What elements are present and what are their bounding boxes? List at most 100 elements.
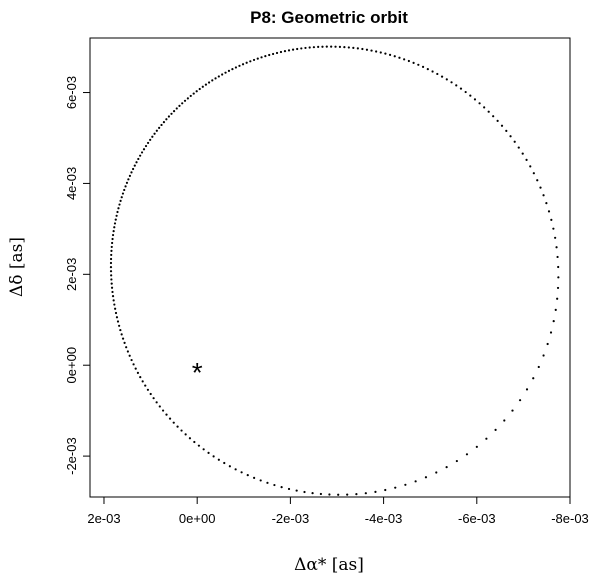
orbit-point: [532, 377, 535, 380]
orbit-point: [328, 493, 331, 496]
orbit-point: [552, 320, 555, 323]
orbit-point: [317, 45, 320, 49]
orbit-point: [404, 483, 407, 486]
orbit-point: [161, 409, 165, 412]
orbit-point: [139, 154, 142, 157]
orbit-point: [253, 476, 256, 479]
x-tick-label: -2e-03: [272, 511, 310, 526]
orbit-point: [529, 165, 532, 168]
orbit-point: [117, 207, 120, 210]
orbit-point: [130, 358, 133, 362]
orbit-point: [172, 110, 176, 113]
orbit-point: [115, 214, 118, 217]
orbit-point: [113, 303, 116, 306]
orbit-point: [459, 87, 463, 90]
orbit-point: [115, 316, 119, 319]
orbit-point: [167, 115, 171, 118]
orbit-point: [500, 124, 504, 127]
orbit-point: [287, 487, 291, 491]
orbit-point: [128, 174, 132, 177]
orbit-point: [321, 45, 324, 48]
orbit-point: [238, 64, 241, 67]
orbit-point: [172, 421, 175, 424]
y-tick-label: 2e-03: [64, 258, 79, 291]
orbit-point: [127, 178, 130, 181]
orbit-point: [398, 56, 401, 59]
orbit-point: [132, 363, 135, 366]
orbit-point: [111, 233, 115, 237]
orbit-point: [555, 246, 558, 249]
orbit-point: [347, 46, 350, 49]
orbit-point: [119, 199, 122, 202]
orbit-point: [134, 367, 137, 370]
orbit-point: [146, 388, 150, 391]
orbit-point: [475, 445, 478, 448]
orbit-point: [256, 57, 259, 60]
orbit-point: [375, 50, 378, 53]
orbit-point: [109, 261, 113, 265]
orbit-point: [435, 471, 438, 474]
orbit-point: [136, 371, 140, 374]
orbit-point: [155, 401, 158, 404]
orbit-point: [465, 453, 469, 456]
y-axis: -2e-03 0e+00 2e-03 4e-03 6e-03: [64, 76, 90, 475]
orbit-point: [365, 48, 369, 51]
orbit-point: [338, 45, 342, 48]
orbit-point: [505, 129, 508, 132]
orbit-point: [246, 474, 249, 477]
orbit-point: [312, 46, 316, 49]
orbit-point: [487, 110, 490, 113]
orbit-point: [195, 90, 198, 93]
orbit-point: [116, 320, 120, 323]
orbit-point: [503, 419, 506, 422]
orbit-point: [283, 50, 287, 53]
orbit-point: [295, 489, 298, 492]
orbit-point: [287, 49, 291, 52]
orbit-point: [546, 342, 549, 346]
orbit-point: [124, 185, 127, 188]
orbit-point: [110, 274, 113, 277]
orbit-point: [445, 78, 448, 81]
orbit-point: [384, 52, 387, 55]
orbit-point: [421, 65, 425, 68]
orbit-point: [300, 47, 303, 50]
orbit-point: [186, 97, 189, 100]
orbit-point: [537, 365, 540, 369]
orbit-point: [132, 167, 135, 171]
orbit-point: [119, 328, 122, 332]
orbit-point: [469, 94, 472, 97]
orbit-point: [118, 203, 121, 206]
orbit-point: [325, 45, 328, 48]
orbit-point: [110, 286, 114, 289]
x-tick-label: -4e-03: [365, 511, 403, 526]
orbit-point: [550, 218, 553, 221]
orbit-point: [542, 354, 545, 357]
orbit-point: [114, 218, 117, 221]
orbit-point: [455, 84, 458, 87]
orbit-point: [113, 226, 116, 229]
orbit-point: [184, 433, 187, 436]
orbit-point: [110, 249, 113, 253]
orbit-point: [343, 46, 346, 49]
orbit-point: [188, 437, 192, 440]
orbit-point: [494, 428, 497, 431]
orbit-point: [116, 210, 119, 214]
orbit-point: [178, 104, 181, 107]
orbit-point: [260, 56, 263, 59]
orbit-point: [118, 324, 121, 327]
orbit-point: [518, 399, 522, 402]
orbit-point: [426, 68, 429, 71]
orbit-point: [547, 210, 551, 213]
orbit-point: [511, 409, 514, 412]
orbit-point: [303, 490, 306, 494]
orbit-point: [496, 119, 499, 122]
y-tick-label: 6e-03: [64, 76, 79, 109]
orbit-point: [361, 47, 364, 51]
y-tick-label: 0e+00: [64, 347, 79, 384]
orbit-point: [165, 118, 168, 121]
orbit-point: [151, 135, 154, 138]
orbit-point: [517, 146, 520, 149]
orbit-point: [125, 181, 129, 184]
orbit-point: [346, 493, 349, 496]
y-tick-label: -2e-03: [64, 437, 79, 475]
